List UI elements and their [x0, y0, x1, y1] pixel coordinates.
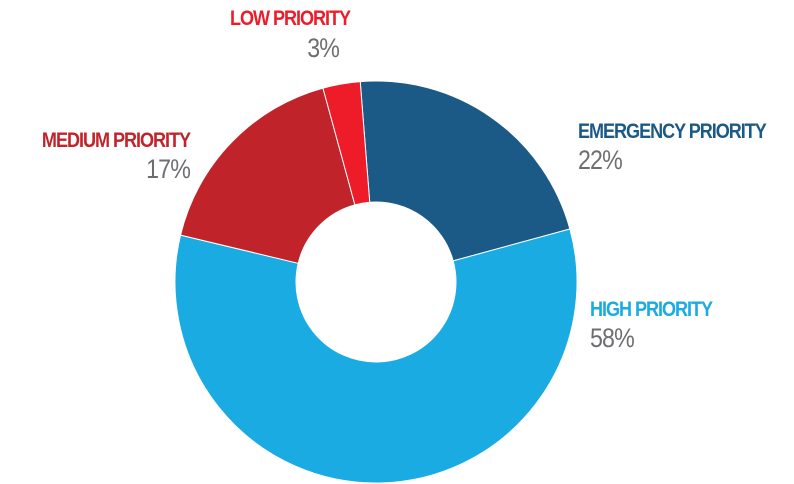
high-priority-name: HIGH PRIORITY [590, 298, 713, 321]
emergency-priority-label: EMERGENCY PRIORITY 22% [578, 121, 794, 174]
emergency-priority-name: EMERGENCY PRIORITY [578, 120, 767, 143]
medium-priority-slice [179, 87, 356, 264]
high-priority-percent: 58% [590, 323, 635, 353]
high-priority-slice [174, 228, 578, 484]
medium-priority-name: MEDIUM PRIORITY [41, 129, 191, 152]
emergency-priority-slice [359, 80, 571, 262]
medium-priority-label: MEDIUM PRIORITY 17% [0, 129, 191, 184]
low-priority-name: LOW PRIORITY [229, 7, 351, 30]
donut-slices [174, 80, 578, 484]
high-priority-label: HIGH PRIORITY 58% [590, 299, 732, 352]
medium-priority-percent: 17% [146, 154, 191, 184]
low-priority-percent: 3% [307, 33, 340, 63]
emergency-priority-percent: 22% [578, 145, 623, 175]
low-priority-label: LOW PRIORITY 3% [220, 8, 360, 62]
low-priority-slice [322, 81, 371, 206]
